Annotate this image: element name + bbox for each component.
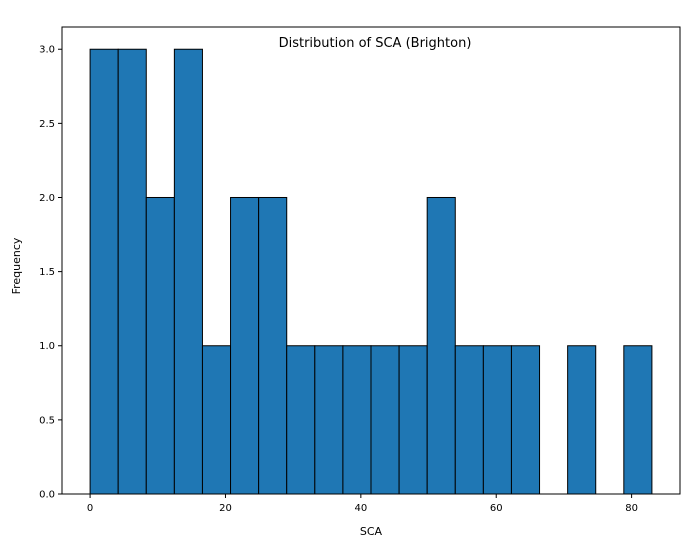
x-tick-label: 40 [354,503,367,514]
histogram-bar [314,345,344,495]
x-tick-label: 60 [490,503,503,514]
y-tick-label: 0.0 [39,490,55,501]
histogram-bar [230,196,260,495]
plot-frame [61,26,681,495]
histogram-bar [286,345,316,495]
histogram-bar [173,48,203,495]
x-axis: 0 20 40 60 80 [87,494,638,514]
histogram-bar [482,345,512,495]
histogram-bar [623,345,653,495]
y-tick-label: 2.5 [39,119,55,130]
x-tick-label: 20 [219,503,232,514]
y-tick-label: 1.5 [39,267,55,278]
histogram-bar [426,196,456,495]
x-axis-label: SCA [360,525,383,538]
histogram-bar [342,345,372,495]
chart-title: Distribution of SCA (Brighton) [279,36,472,51]
y-tick-label: 0.5 [39,415,55,426]
histogram-bar [510,345,541,495]
y-tick-label: 2.0 [39,193,55,204]
histogram-bar [370,345,400,495]
y-tick-label: 1.0 [39,341,55,352]
histogram-bar [398,345,428,495]
histogram-bar [567,345,597,495]
histogram-bar [201,345,232,495]
x-tick-label: 80 [625,503,638,514]
y-axis: 0.0 0.5 1.0 1.5 2.0 2.5 3.0 [39,45,62,501]
histogram-bar [117,48,147,495]
bars-group [89,48,653,495]
histogram-bar [258,196,288,495]
y-tick-label: 3.0 [39,45,55,56]
histogram-bar [454,345,484,495]
histogram-bar [89,48,119,495]
histogram-bar [145,196,175,495]
x-tick-label: 0 [87,503,93,514]
y-axis-label: Frequency [10,237,23,294]
